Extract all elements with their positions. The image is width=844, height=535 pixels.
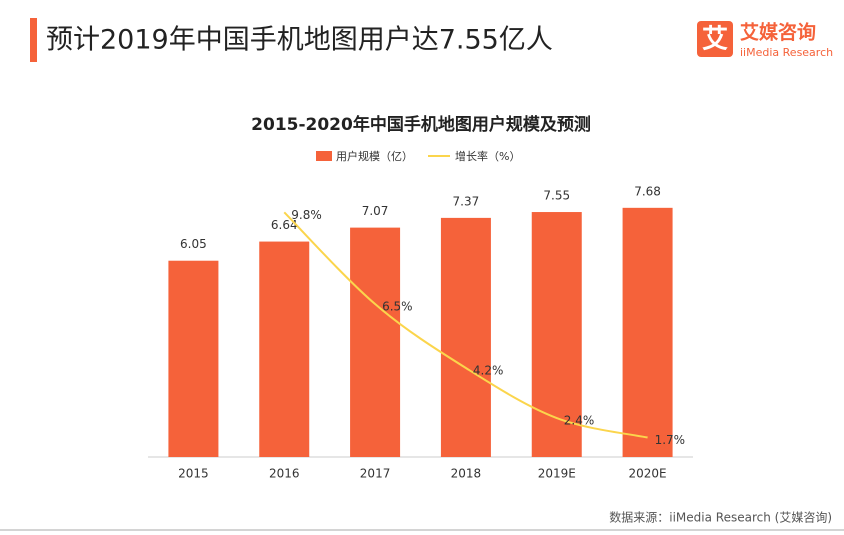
logo-icon: 艾	[702, 25, 728, 55]
bar-value-label: 6.64	[271, 218, 298, 232]
x-tick-label: 2017	[360, 467, 391, 481]
line-value-label: 2.4%	[564, 414, 595, 428]
page-title: 预计2019年中国手机地图用户达7.55亿人	[46, 25, 553, 56]
x-tick-label: 2016	[269, 467, 300, 481]
x-tick-label: 2020E	[629, 467, 667, 481]
bar	[531, 212, 582, 457]
line-value-label: 1.7%	[655, 433, 686, 447]
line-value-label: 4.2%	[473, 364, 504, 378]
bar-value-label: 7.68	[634, 184, 661, 198]
legend-label: 增长率（%）	[455, 149, 520, 163]
source: 数据来源：iiMedia Research (艾媒咨询)	[609, 510, 832, 525]
bar-value-label: 7.55	[543, 189, 570, 203]
x-tick-label: 2019E	[538, 467, 576, 481]
bar	[168, 260, 219, 457]
legend-swatch	[316, 151, 332, 161]
x-tick-label: 2018	[451, 467, 482, 481]
logo-sub: iiMedia Research	[740, 46, 833, 59]
title-accent	[30, 18, 37, 62]
line-value-label: 6.5%	[382, 300, 413, 314]
bar	[259, 241, 310, 457]
bar-value-label: 6.05	[180, 237, 207, 251]
chart-title: 2015-2020年中国手机地图用户规模及预测	[251, 114, 591, 135]
bar	[350, 227, 401, 457]
bar-value-label: 7.37	[453, 194, 480, 208]
bar-value-label: 7.07	[362, 204, 389, 218]
line-value-label: 9.8%	[291, 208, 322, 222]
bar	[440, 217, 491, 457]
x-tick-label: 2015	[178, 467, 209, 481]
bar	[622, 207, 673, 457]
logo-box	[697, 21, 733, 57]
logo-name: 艾媒咨询	[740, 21, 816, 44]
line	[283, 211, 648, 439]
legend-label: 用户规模（亿）	[336, 149, 413, 163]
